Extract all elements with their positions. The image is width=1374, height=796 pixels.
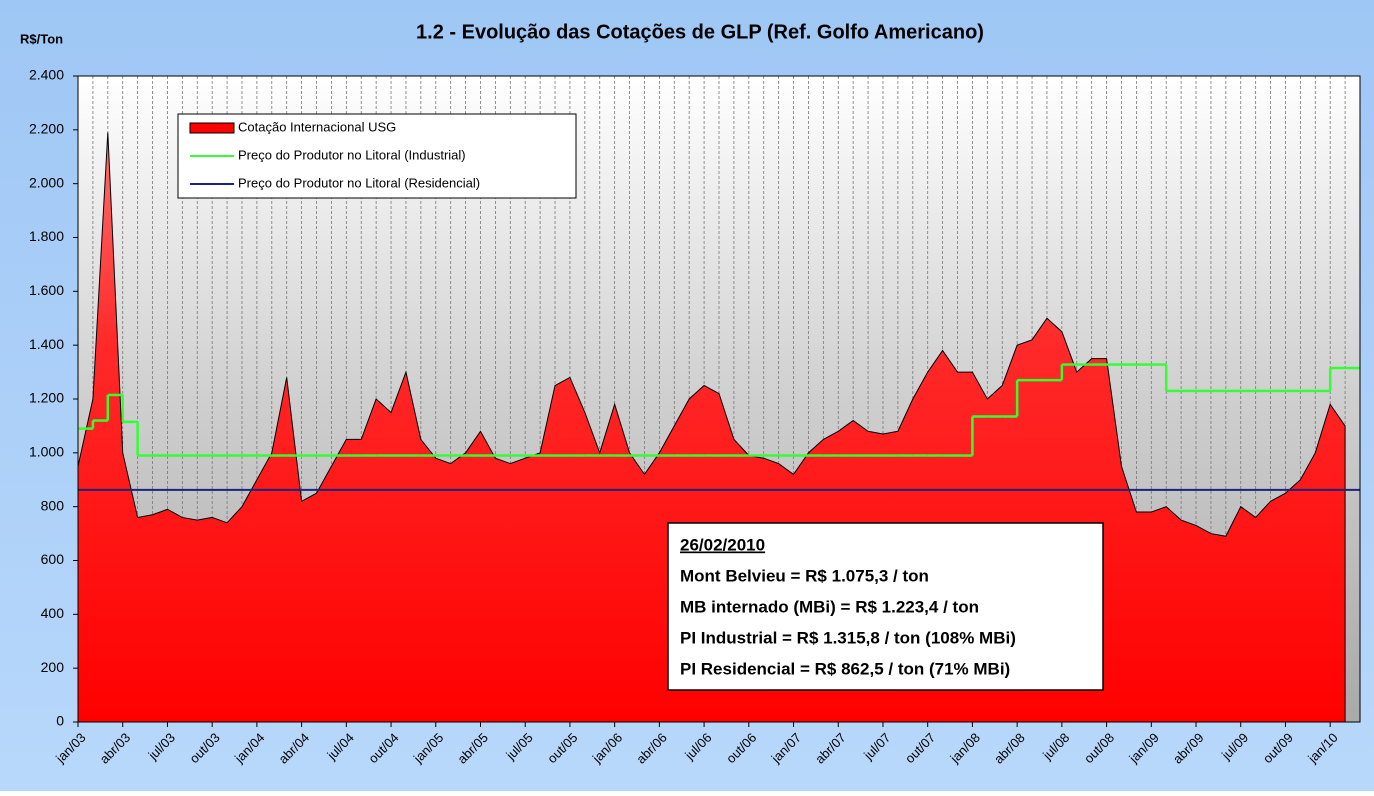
y-tick-label: 0	[56, 713, 64, 729]
y-tick-label: 1.000	[29, 444, 64, 460]
y-tick-label: 1.800	[29, 228, 64, 244]
legend-box	[177, 113, 577, 199]
annotation-box	[667, 522, 1104, 691]
legend-label: Cotação Internacional USG	[238, 119, 396, 134]
y-tick-label: 1.200	[29, 390, 64, 406]
y-tick-label: 600	[41, 551, 65, 567]
annotation: PI Residencial = R$ 862,5 / ton (71% MBi…	[680, 659, 1010, 678]
legend-label: Preço do Produtor no Litoral (Residencia…	[238, 175, 480, 190]
y-axis-label: R$/Ton	[20, 31, 63, 46]
y-tick-label: 2.000	[29, 174, 64, 190]
y-tick-label: 200	[41, 659, 65, 675]
y-tick-label: 800	[41, 497, 65, 513]
annotation: MB internado (MBi) = R$ 1.223,4 / ton	[680, 597, 979, 616]
legend-label: Preço do Produtor no Litoral (Industrial…	[238, 147, 466, 162]
annotation: 26/02/2010	[680, 535, 765, 554]
y-tick-label: 2.200	[29, 121, 64, 137]
y-tick-label: 2.400	[29, 67, 64, 83]
chart-title: 1.2 - Evolução das Cotações de GLP (Ref.…	[416, 21, 984, 43]
annotation: PI Industrial = R$ 1.315,8 / ton (108% M…	[680, 628, 1016, 647]
legend-swatch	[189, 122, 235, 134]
y-tick-label: 400	[41, 605, 65, 621]
y-tick-label: 1.600	[29, 282, 64, 298]
y-tick-label: 1.400	[29, 336, 64, 352]
annotation: Mont Belvieu = R$ 1.075,3 / ton	[680, 566, 929, 585]
